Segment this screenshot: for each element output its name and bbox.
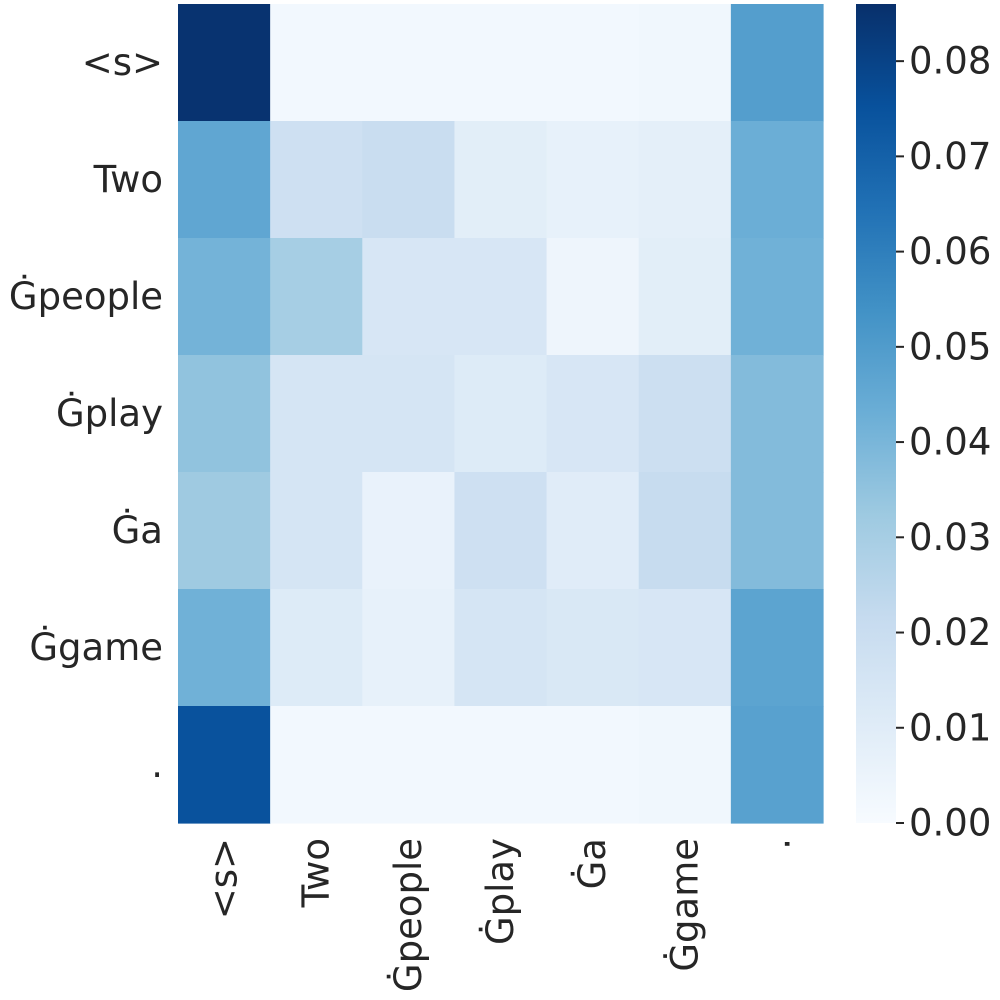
- y-axis-tick-labels: <s> Two Ġpeople Ġplay Ġa Ġgame.: [9, 41, 163, 786]
- heatmap-cell: [270, 238, 363, 356]
- x-tick-label: Ġpeople: [387, 838, 430, 992]
- heatmap-cell: [730, 355, 824, 473]
- heatmap-cell: [730, 706, 824, 824]
- heatmap-cell: [454, 706, 548, 824]
- x-tick-label: <s>: [203, 838, 246, 919]
- heatmap-cell: [270, 472, 363, 590]
- heatmap-cell: [270, 4, 363, 122]
- colorbar-tick-label: 0.05: [909, 325, 991, 368]
- y-tick-label: Ġgame: [29, 626, 163, 669]
- colorbar-tick-label: 0.01: [909, 706, 991, 749]
- colorbar-tick-label: 0.00: [909, 802, 991, 845]
- colorbar-tick-labels: 0.00 0.01 0.02 0.03 0.04 0.05 0.06 0.07 0.08: [896, 40, 991, 845]
- heatmap-cell: [362, 589, 456, 707]
- x-axis-tick-labels: <s> Two Ġpeople Ġplay Ġa Ġgame.: [203, 838, 799, 992]
- x-tick-label: Ġgame: [663, 838, 706, 972]
- heatmap-cell: [638, 121, 732, 239]
- colorbar-tick-label: 0.04: [909, 421, 991, 464]
- colorbar-tick-label: 0.08: [909, 40, 991, 83]
- heatmap-cell: [638, 706, 732, 824]
- heatmap-cell: [362, 706, 456, 824]
- colorbar-tick-label: 0.03: [909, 516, 991, 559]
- y-tick-label: Two: [93, 158, 163, 201]
- heatmap-cell: [730, 121, 824, 239]
- heatmap-cells: [178, 4, 824, 824]
- heatmap-cell: [270, 589, 363, 707]
- y-tick-label: .: [151, 743, 163, 786]
- heatmap-cell: [454, 472, 548, 590]
- heatmap-cell: [178, 238, 271, 356]
- heatmap-cell: [270, 355, 363, 473]
- heatmap-cell: [546, 472, 640, 590]
- heatmap-cell: [270, 706, 363, 824]
- heatmap-cell: [178, 121, 271, 239]
- x-tick-label: Ġa: [571, 838, 614, 889]
- heatmap-cell: [730, 589, 824, 707]
- heatmap-cell: [178, 589, 271, 707]
- heatmap-cell: [730, 238, 824, 356]
- colorbar-tick-label: 0.06: [909, 230, 991, 273]
- heatmap-cell: [638, 4, 732, 122]
- heatmap-cell: [546, 706, 640, 824]
- x-tick-label: .: [755, 838, 798, 850]
- heatmap-cell: [454, 238, 548, 356]
- heatmap-cell: [638, 589, 732, 707]
- heatmap-cell: [730, 472, 824, 590]
- heatmap-cell: [178, 706, 271, 824]
- heatmap-cell: [178, 355, 271, 473]
- heatmap-cell: [362, 472, 456, 590]
- heatmap-cell: [362, 238, 456, 356]
- heatmap-cell: [546, 589, 640, 707]
- heatmap-cell: [178, 472, 271, 590]
- heatmap-cell: [638, 472, 732, 590]
- heatmap-cell: [362, 4, 456, 122]
- heatmap-cell: [454, 121, 548, 239]
- heatmap-cell: [362, 121, 456, 239]
- heatmap-cell: [178, 4, 271, 122]
- x-tick-label: Ġplay: [479, 838, 522, 945]
- colorbar-tick-label: 0.02: [909, 611, 991, 654]
- heatmap-cell: [546, 355, 640, 473]
- heatmap-cell: [546, 238, 640, 356]
- heatmap-cell: [454, 355, 548, 473]
- x-tick-label: Two: [295, 838, 338, 908]
- heatmap-cell: [730, 4, 824, 122]
- heatmap-cell: [362, 355, 456, 473]
- heatmap-cell: [454, 589, 548, 707]
- heatmap-cell: [638, 238, 732, 356]
- heatmap-cell: [546, 121, 640, 239]
- colorbar-tick-label: 0.07: [909, 135, 991, 178]
- y-tick-label: Ġa: [112, 509, 163, 552]
- y-tick-label: <s>: [82, 41, 163, 84]
- heatmap-cell: [638, 355, 732, 473]
- heatmap-cell: [454, 4, 548, 122]
- heatmap-cell: [546, 4, 640, 122]
- colorbar: [856, 4, 896, 823]
- y-tick-label: Ġpeople: [9, 275, 163, 318]
- y-tick-label: Ġplay: [56, 392, 163, 435]
- heatmap-cell: [270, 121, 363, 239]
